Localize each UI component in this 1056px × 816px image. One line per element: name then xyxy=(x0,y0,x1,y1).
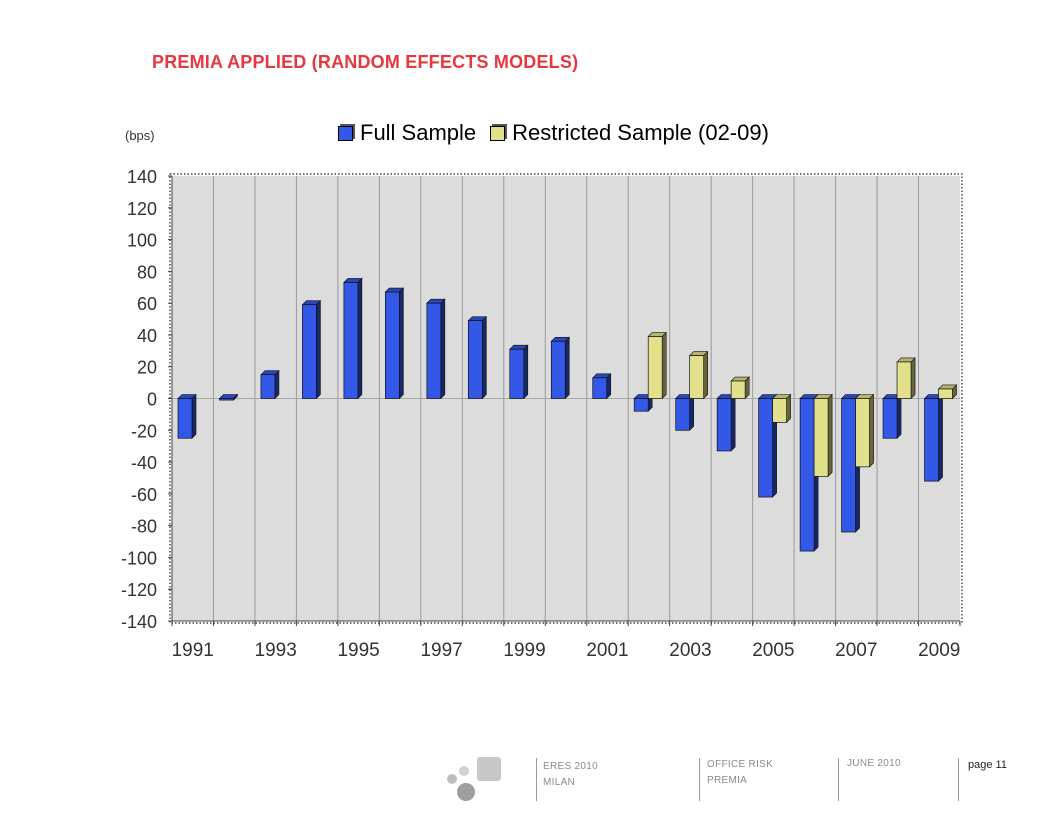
x-tick-label: 2009 xyxy=(918,640,960,661)
bar-restricted-sample xyxy=(730,380,746,399)
bar-restricted-sample xyxy=(689,355,705,399)
y-tick-label: -40 xyxy=(131,453,157,473)
bar-full-sample xyxy=(592,377,608,399)
bar-restricted-sample-side xyxy=(661,331,667,400)
x-tick-label: 1999 xyxy=(503,640,545,661)
bar-full-sample xyxy=(675,398,691,431)
y-tick-label: 140 xyxy=(127,167,157,187)
bar-full-sample xyxy=(633,398,649,412)
y-tick-label: -140 xyxy=(121,612,157,632)
x-tick-label: 1995 xyxy=(337,640,379,661)
y-tick-label: 60 xyxy=(137,294,157,314)
bar-full-sample xyxy=(550,340,566,399)
footer-divider xyxy=(536,758,537,801)
x-tick-label: 2005 xyxy=(752,640,794,661)
y-tick-label: 0 xyxy=(147,390,157,410)
bar-full-sample xyxy=(841,398,856,533)
y-tick-label: -20 xyxy=(131,421,157,441)
bar-restricted-sample xyxy=(813,398,829,477)
bar-full-sample xyxy=(716,398,732,452)
slide-title: PREMIA APPLIED (RANDOM EFFECTS MODELS) xyxy=(152,52,579,72)
bar-full-sample-side xyxy=(482,315,487,400)
y-tick-label: 120 xyxy=(127,199,157,219)
bar-full-sample xyxy=(260,374,276,399)
footer-date: JUNE 2010 xyxy=(847,758,901,769)
y-tick-label: -120 xyxy=(121,580,157,600)
x-tick-label: 1993 xyxy=(255,640,297,661)
x-tick-label: 2007 xyxy=(835,640,877,661)
footer-divider xyxy=(838,758,839,801)
y-tick-label: 40 xyxy=(137,326,157,346)
page-number: page 11 xyxy=(968,759,1007,771)
x-tick-label: 1997 xyxy=(420,640,462,661)
y-tick-label: -100 xyxy=(121,548,157,568)
bar-chart: 140 120 100 80 60 40 20 0 -20 -40 -60 -80 -100 -120 -1… xyxy=(121,167,963,661)
bar-full-sample xyxy=(302,304,317,399)
x-tick-label: 1991 xyxy=(172,640,214,661)
bar-full-sample xyxy=(882,398,898,439)
legend-item-restricted-sample: Restricted Sample (02-09) xyxy=(490,120,769,146)
footer-divider xyxy=(699,758,700,801)
bar-full-sample-side xyxy=(316,300,321,400)
bar-full-sample-side xyxy=(689,393,694,432)
company-logo-icon xyxy=(447,757,501,801)
unit-label: (bps) xyxy=(125,128,155,143)
bar-full-sample xyxy=(799,398,815,552)
bar-restricted-sample xyxy=(855,398,870,468)
bar-full-sample xyxy=(177,398,193,439)
y-tick-label: 20 xyxy=(137,358,157,378)
bar-full-sample xyxy=(924,398,939,482)
footer-event: ERES 2010 MILAN xyxy=(543,761,598,788)
bar-full-sample xyxy=(426,302,442,399)
bar-full-sample-side xyxy=(274,369,280,400)
y-tick-label: 80 xyxy=(137,262,157,282)
bar-full-sample-side xyxy=(896,393,902,439)
bar-full-sample xyxy=(219,398,234,401)
bar-full-sample xyxy=(467,320,483,399)
x-tick-label: 2003 xyxy=(669,640,711,661)
bar-full-sample-side xyxy=(564,336,570,400)
bar-restricted-sample-side xyxy=(703,350,708,400)
bar-full-sample-side xyxy=(357,277,363,400)
bar-full-sample xyxy=(343,282,359,399)
footer-topic: OFFICE RISK PREMIA xyxy=(707,759,774,786)
bar-restricted-sample xyxy=(896,361,912,399)
bar-full-sample xyxy=(509,348,525,399)
y-tick-label: 100 xyxy=(127,231,157,251)
bar-restricted-sample-side xyxy=(786,393,791,424)
bar-full-sample-side xyxy=(191,393,197,439)
bar-full-sample-side xyxy=(938,393,943,482)
bar-full-sample xyxy=(385,291,400,399)
bar-full-sample-side xyxy=(730,393,736,452)
legend-label-full-sample: Full Sample xyxy=(360,120,477,145)
bar-restricted-sample xyxy=(647,336,663,399)
legend-swatch-full-sample xyxy=(338,125,353,141)
legend-item-full-sample: Full Sample xyxy=(338,120,476,146)
bar-restricted-sample xyxy=(772,398,787,423)
x-tick-label: 2001 xyxy=(586,640,628,661)
legend-label-restricted-sample: Restricted Sample (02-09) xyxy=(512,120,769,145)
bar-full-sample xyxy=(758,398,773,498)
y-tick-label: -80 xyxy=(131,517,157,537)
bar-restricted-sample-side xyxy=(827,393,833,478)
bar-restricted-sample-side xyxy=(910,357,916,400)
bar-restricted-sample-side xyxy=(869,393,874,468)
bar-full-sample-side xyxy=(440,298,446,400)
bar-full-sample-side xyxy=(399,287,404,400)
chart-legend: Full Sample Restricted Sample (02-09) xyxy=(338,117,783,149)
footer-divider xyxy=(958,758,959,801)
bar-restricted-sample xyxy=(938,388,953,399)
bar-full-sample-side xyxy=(523,344,529,400)
y-tick-label: -60 xyxy=(131,485,157,505)
legend-swatch-restricted-sample xyxy=(490,125,506,141)
